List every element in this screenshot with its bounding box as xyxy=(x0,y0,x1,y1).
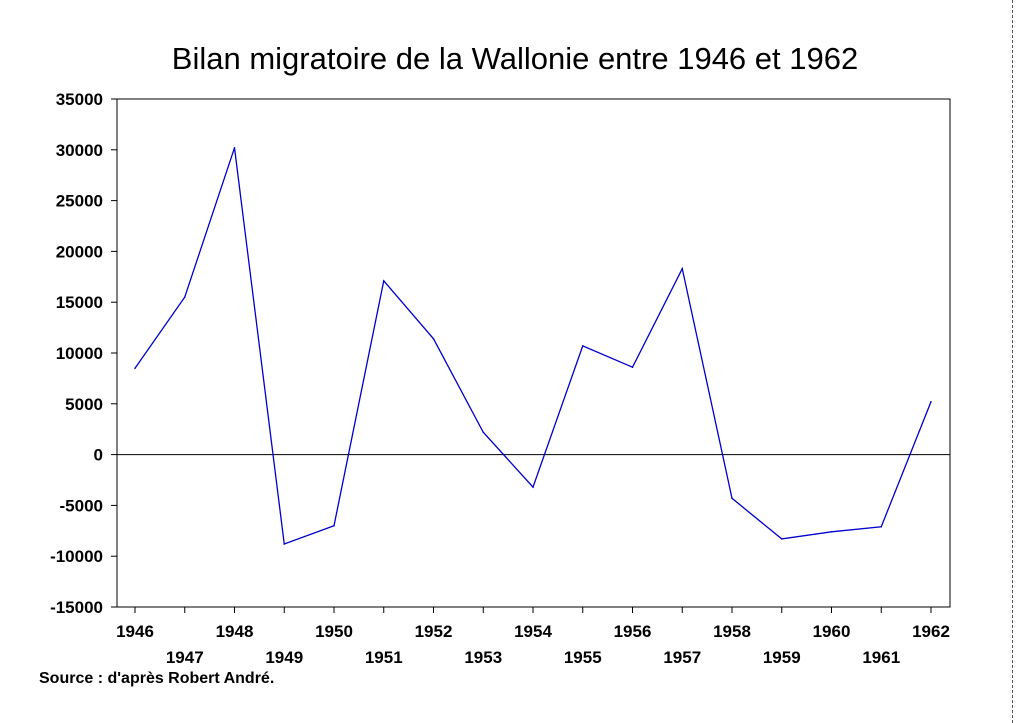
y-tick-label: 0 xyxy=(94,446,103,465)
x-tick-label: 1953 xyxy=(464,648,502,667)
x-tick-label: 1960 xyxy=(813,622,851,641)
x-tick-label: 1962 xyxy=(912,622,950,641)
data-point xyxy=(382,280,385,282)
data-point xyxy=(333,524,335,527)
series-group xyxy=(134,146,932,545)
y-tick-label: -15000 xyxy=(50,598,103,617)
data-point xyxy=(183,296,186,298)
x-tick-label: 1955 xyxy=(564,648,602,667)
page-edge-divider xyxy=(1012,0,1013,723)
y-tick-label: 30000 xyxy=(56,141,103,160)
x-tick-label: 1951 xyxy=(365,648,403,667)
data-point xyxy=(432,337,435,340)
data-point xyxy=(233,146,236,149)
y-tick-label: -5000 xyxy=(60,496,103,515)
data-point xyxy=(283,543,286,545)
x-tick-label: 1949 xyxy=(265,648,303,667)
data-point xyxy=(482,431,485,434)
plot-frame xyxy=(116,98,951,608)
y-tick-label: 20000 xyxy=(56,242,103,261)
y-tick-label: 35000 xyxy=(56,90,103,109)
data-point xyxy=(880,525,883,528)
y-tick-label: 25000 xyxy=(56,192,103,211)
data-point xyxy=(681,267,684,270)
y-tick-label: -10000 xyxy=(50,547,103,566)
data-point xyxy=(731,497,733,500)
x-tick-label: 1946 xyxy=(116,622,154,641)
y-tick-label: 5000 xyxy=(65,395,103,414)
data-point xyxy=(830,531,833,533)
x-tick-label: 1957 xyxy=(663,648,701,667)
y-tick-label: 10000 xyxy=(56,344,103,363)
data-point xyxy=(780,538,783,540)
data-point xyxy=(134,367,136,370)
x-tick-label: 1950 xyxy=(315,622,353,641)
y-axis: 35000 30000 25000 20000 15000 10000 5000 0 -5000… xyxy=(50,90,117,617)
x-tick-label: 1948 xyxy=(216,622,254,641)
x-tick-label: 1961 xyxy=(862,648,900,667)
source-note: Source : d'après Robert André. xyxy=(39,670,275,687)
series-line xyxy=(134,147,932,545)
data-point xyxy=(532,486,534,488)
data-point xyxy=(631,366,634,369)
x-tick-label: 1954 xyxy=(514,622,552,641)
chart-title: Bilan migratoire de la Wallonie entre 19… xyxy=(172,41,858,76)
x-tick-label: 1958 xyxy=(713,622,751,641)
x-axis: 1946 1948 1950 1952 1954 1956 1958 1960 1962 1947… xyxy=(116,607,950,667)
x-tick-label: 1959 xyxy=(763,648,801,667)
x-tick-label: 1947 xyxy=(166,648,204,667)
x-tick-label: 1952 xyxy=(415,622,453,641)
data-point xyxy=(581,345,584,347)
data-point xyxy=(930,400,932,403)
y-tick-label: 15000 xyxy=(56,293,103,312)
x-tick-label: 1956 xyxy=(614,622,652,641)
